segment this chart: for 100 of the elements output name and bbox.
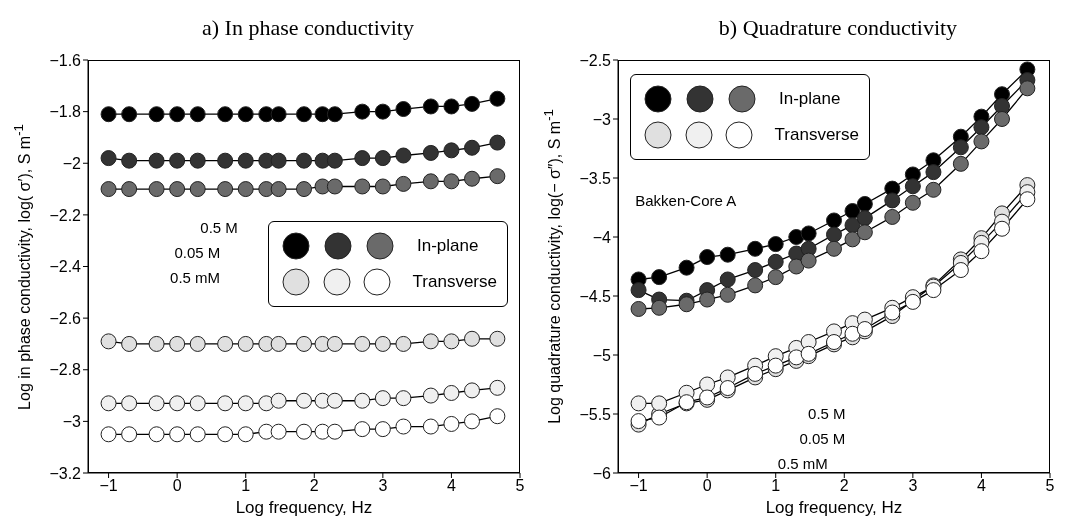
x-tick-label: 3 — [378, 477, 388, 495]
legend-label: In-plane — [779, 89, 841, 109]
point — [719, 286, 736, 303]
point — [422, 98, 439, 115]
point — [374, 335, 391, 352]
point — [189, 335, 206, 352]
point — [395, 175, 412, 192]
point — [354, 103, 371, 120]
point — [217, 395, 234, 412]
point — [856, 210, 873, 227]
point — [326, 152, 343, 169]
point — [767, 357, 784, 374]
point — [973, 133, 990, 150]
point — [767, 236, 784, 253]
point — [489, 134, 506, 151]
y-tick-label: −2.4 — [49, 258, 82, 276]
chart-title: b) Quadrature conductivity — [717, 14, 959, 42]
x-tick-label: 5 — [515, 477, 525, 495]
point — [489, 90, 506, 107]
point — [169, 395, 186, 412]
point — [884, 192, 901, 209]
point — [148, 395, 165, 412]
point — [884, 304, 901, 321]
point — [169, 181, 186, 198]
point — [326, 392, 343, 409]
x-tick-label: −1 — [99, 477, 118, 495]
point — [148, 335, 165, 352]
point — [651, 395, 668, 412]
annotation: 0.5 mM — [777, 454, 828, 472]
point — [747, 365, 764, 382]
point — [374, 150, 391, 167]
x-tick-label: 2 — [839, 477, 849, 495]
point — [699, 249, 716, 266]
point — [148, 152, 165, 169]
point — [374, 178, 391, 195]
point — [767, 253, 784, 270]
point — [395, 335, 412, 352]
point — [354, 178, 371, 195]
point — [217, 335, 234, 352]
point — [464, 95, 480, 112]
point — [747, 277, 764, 294]
point — [630, 282, 647, 299]
point — [952, 262, 969, 279]
point — [121, 181, 138, 198]
y-tick-label: −5.5 — [579, 405, 612, 423]
point — [148, 181, 165, 198]
x-tick-label: 0 — [172, 477, 182, 495]
point — [270, 392, 287, 409]
point — [651, 409, 668, 426]
point — [217, 152, 234, 169]
point — [678, 296, 695, 313]
point — [422, 387, 439, 404]
point — [354, 392, 371, 409]
point — [443, 384, 460, 401]
x-tick-label: 3 — [908, 477, 918, 495]
point — [994, 111, 1010, 127]
point — [1019, 80, 1036, 97]
annotation: 0.5 mM — [170, 268, 221, 286]
point — [270, 335, 287, 352]
point — [296, 181, 312, 198]
point — [422, 333, 439, 350]
point — [904, 194, 921, 211]
point — [237, 395, 254, 412]
y-tick-label: −3 — [62, 413, 82, 431]
point — [747, 240, 764, 257]
x-tick-label: 2 — [309, 477, 319, 495]
point — [217, 106, 234, 123]
point — [464, 330, 480, 347]
point — [443, 333, 460, 350]
point — [973, 243, 990, 260]
point — [678, 259, 695, 276]
point — [800, 225, 817, 242]
x-tick-label: 4 — [976, 477, 986, 495]
point — [121, 335, 138, 352]
point — [169, 152, 186, 169]
point — [1019, 191, 1036, 208]
point — [904, 178, 921, 195]
y-tick-label: −2.5 — [579, 51, 612, 69]
point — [788, 229, 805, 245]
legend-label: Transverse — [412, 272, 497, 293]
point — [856, 195, 873, 212]
annotation: Bakken-Core A — [635, 191, 737, 209]
point — [326, 106, 343, 123]
point — [719, 246, 736, 263]
point — [296, 335, 312, 352]
point — [489, 330, 506, 347]
point — [296, 392, 312, 409]
point — [270, 106, 287, 123]
point — [374, 103, 391, 120]
point — [952, 155, 969, 172]
point — [148, 106, 165, 123]
point — [296, 152, 312, 169]
annotation: 0.05 M — [799, 429, 846, 447]
point — [826, 240, 842, 257]
point — [237, 181, 254, 198]
y-tick-label: −4 — [592, 228, 612, 246]
point — [844, 325, 861, 342]
point — [169, 335, 186, 352]
point — [994, 220, 1010, 237]
point — [925, 282, 942, 299]
